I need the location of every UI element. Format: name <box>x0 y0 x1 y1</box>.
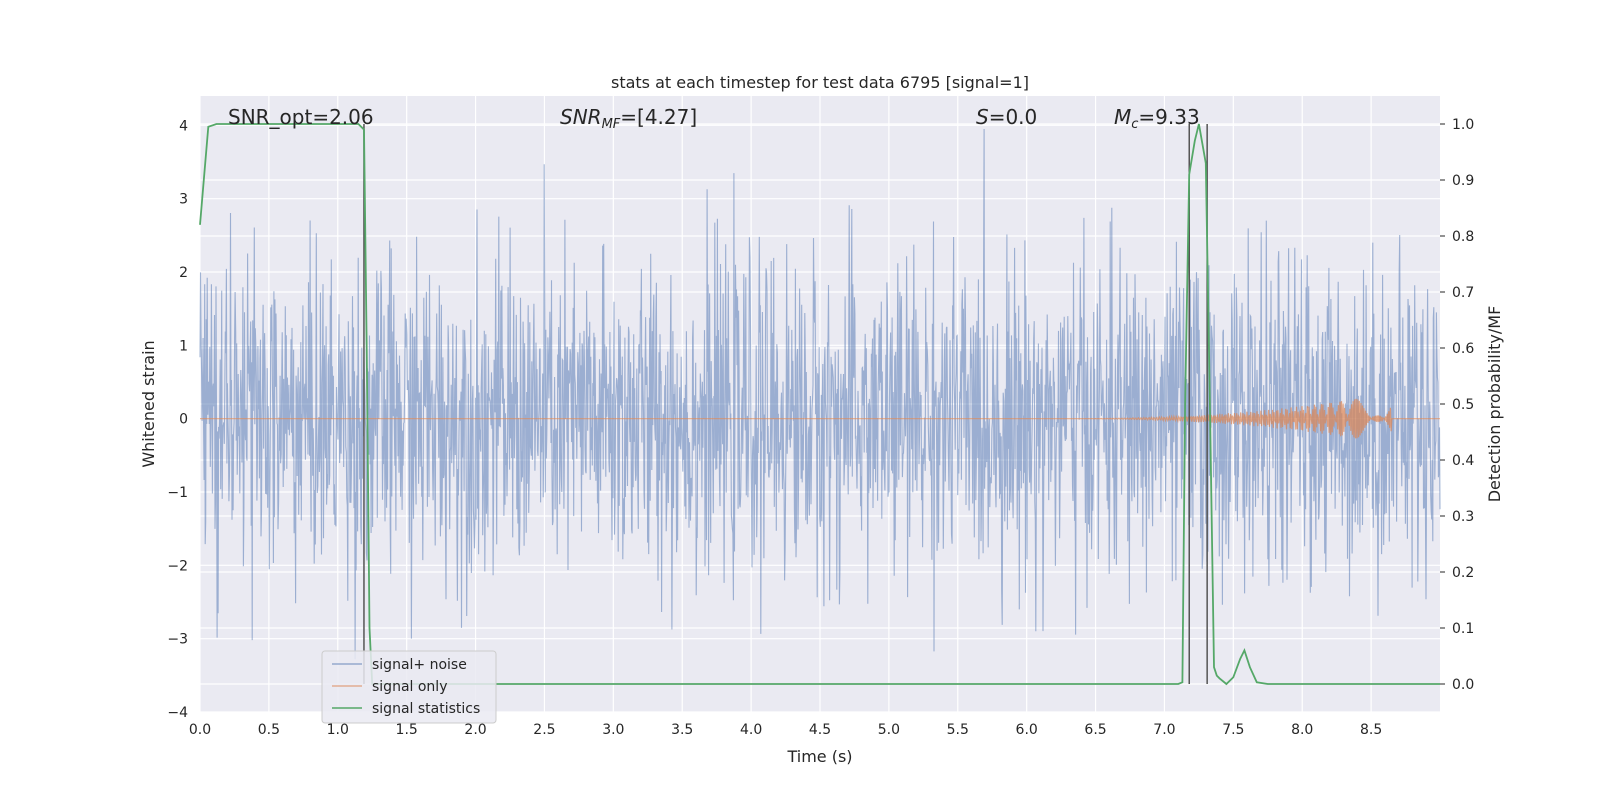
x-tick-label: 5.0 <box>878 722 900 738</box>
annotation-snr-opt: SNR_opt=2.06 <box>228 105 374 129</box>
x-tick-label: 3.5 <box>671 722 693 738</box>
y-right-tick-label: 0.7 <box>1452 285 1474 301</box>
x-tick-label: 1.5 <box>396 722 418 738</box>
signal-only-trace <box>200 398 1440 439</box>
legend: signal+ noise signal only signal statist… <box>321 650 497 724</box>
y-left-tick-label: 4 <box>179 118 188 134</box>
x-tick-label: 3.0 <box>602 722 624 738</box>
x-tick-label: 5.5 <box>947 722 969 738</box>
x-tick-label: 2.5 <box>533 722 555 738</box>
y-right-tick-label: 0.2 <box>1452 565 1474 581</box>
x-tick-label: 4.0 <box>740 722 762 738</box>
grid <box>199 96 1440 713</box>
y-right-tick-label: 0.1 <box>1452 621 1474 637</box>
x-tick-label: 7.0 <box>1153 722 1175 738</box>
y-left-tick-label: 1 <box>179 338 188 354</box>
y-axis-left-ticks: 4 3 2 1 0 −1 −2 −3 −4 <box>167 118 188 721</box>
y-right-tick-label: 0.5 <box>1452 397 1474 413</box>
legend-label-signal-plus-noise: signal+ noise <box>372 657 467 673</box>
signal-statistics-line <box>199 123 1440 686</box>
y-left-tick-label: 0 <box>179 412 188 428</box>
x-tick-label: 2.0 <box>464 722 486 738</box>
y-right-tick-label: 0.4 <box>1452 453 1474 469</box>
x-tick-label: 7.5 <box>1222 722 1244 738</box>
annotation-s: S=0.0 <box>976 105 1037 129</box>
x-tick-label: 0.5 <box>258 722 280 738</box>
legend-label-signal-statistics: signal statistics <box>372 701 480 717</box>
y-right-tick-label: 1.0 <box>1452 117 1474 133</box>
x-tick-label: 4.5 <box>809 722 831 738</box>
x-tick-label: 6.5 <box>1084 722 1106 738</box>
y-left-tick-label: 2 <box>179 265 188 281</box>
y-right-tick-label: 0.8 <box>1452 229 1474 245</box>
x-axis-ticks: 0.0 0.5 1.0 1.5 2.0 2.5 3.0 3.5 4.0 4.5 5.0 5.5 6.0 6… <box>189 722 1382 738</box>
y-left-tick-label: −3 <box>167 632 188 648</box>
y-axis-right-label: Detection probability/MF <box>1485 306 1504 503</box>
y-right-tick-label: 0.0 <box>1452 677 1474 693</box>
annotation-mc: Mc=9.33 <box>1114 105 1200 132</box>
series-signal-statistics <box>199 123 1440 686</box>
x-tick-label: 8.0 <box>1291 722 1313 738</box>
series-signal-plus-noise <box>199 128 1441 660</box>
y-axis-left-label: Whitened strain <box>139 340 158 467</box>
x-tick-label: 8.5 <box>1360 722 1382 738</box>
y-left-tick-label: −2 <box>167 558 188 574</box>
y-right-tick-label: 0.3 <box>1452 509 1474 525</box>
chart-title: stats at each timestep for test data 679… <box>611 73 1029 92</box>
y-left-tick-label: −4 <box>167 705 188 721</box>
y-left-tick-label: −1 <box>167 485 188 501</box>
y-axis-right-ticks: 1.0 0.9 0.8 0.7 0.6 0.5 0.4 0.3 0.2 0.1 0.0 <box>1440 117 1474 693</box>
y-right-tick-label: 0.6 <box>1452 341 1474 357</box>
x-axis-label: Time (s) <box>786 747 852 766</box>
annotation-snr-mf: SNRMF=[4.27] <box>560 105 697 132</box>
noise-trace <box>199 128 1441 660</box>
legend-label-signal-only: signal only <box>372 679 447 695</box>
y-left-tick-label: 3 <box>179 192 188 208</box>
series-signal-only <box>200 398 1440 439</box>
x-tick-label: 1.0 <box>327 722 349 738</box>
y-right-tick-label: 0.9 <box>1452 173 1474 189</box>
x-tick-label: 6.0 <box>1016 722 1038 738</box>
legend-box <box>321 650 497 724</box>
x-tick-label: 0.0 <box>189 722 211 738</box>
